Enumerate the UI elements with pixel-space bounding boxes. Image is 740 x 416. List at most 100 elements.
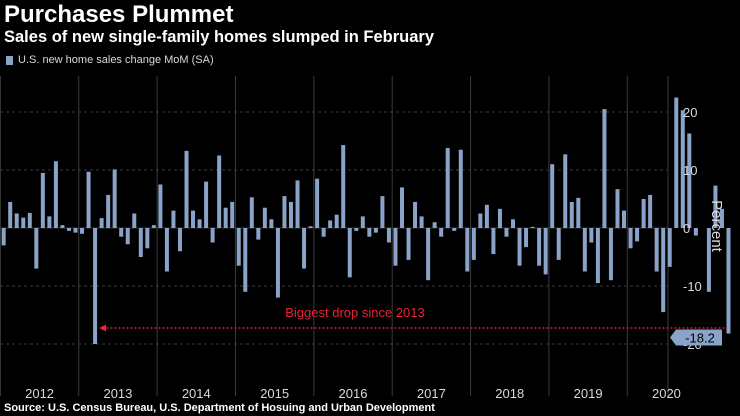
bar [177, 228, 182, 252]
bar [334, 214, 339, 228]
y-axis-title: Percent [708, 200, 725, 253]
bar [191, 210, 196, 228]
bar [504, 228, 509, 237]
bar [452, 228, 457, 231]
bar [171, 210, 176, 228]
bar [8, 201, 13, 228]
annotation-text: Biggest drop since 2013 [285, 305, 424, 320]
legend: U.S. new home sales change MoM (SA) [6, 54, 214, 66]
bar [125, 228, 130, 245]
bar [608, 228, 613, 281]
bar [628, 228, 633, 249]
axes: -20-100102020122013201420152016201720182… [25, 105, 702, 401]
value-callout-box [670, 329, 722, 346]
bar [66, 228, 71, 231]
bar [413, 201, 418, 228]
bar [288, 201, 293, 228]
bar [537, 228, 542, 266]
bar [563, 154, 568, 228]
bar [210, 228, 215, 243]
bar [315, 178, 320, 228]
bar [419, 216, 424, 228]
chart-subtitle: Sales of new single-family homes slumped… [4, 28, 435, 46]
bar [445, 147, 450, 228]
legend-label: U.S. new home sales change MoM (SA) [18, 54, 214, 66]
y-tick-label: 20 [683, 105, 697, 120]
x-tick-label: 2018 [495, 386, 524, 401]
bar [530, 226, 535, 228]
bar [667, 228, 672, 267]
bar [386, 228, 391, 243]
bar [151, 225, 156, 228]
bar [406, 228, 411, 260]
bar [269, 219, 274, 228]
y-tick-label: 10 [683, 163, 697, 178]
bar [217, 155, 222, 228]
x-tick-label: 2016 [339, 386, 368, 401]
bar [458, 149, 463, 228]
bar [119, 228, 124, 237]
bar [674, 97, 679, 228]
bar [615, 189, 620, 228]
bar [60, 225, 65, 228]
source-note: Source: U.S. Census Bureau, U.S. Departm… [4, 402, 435, 414]
x-tick-label: 2013 [103, 386, 132, 401]
bar [491, 228, 496, 255]
bar [145, 228, 150, 249]
gridlines [0, 76, 669, 396]
bar [80, 228, 85, 234]
bar [40, 172, 45, 228]
bar [73, 228, 78, 233]
bar [524, 228, 529, 248]
y-tick-label: 0 [683, 221, 690, 236]
x-tick-label: 2019 [574, 386, 603, 401]
bar [282, 196, 287, 228]
bar [726, 228, 731, 334]
bar [106, 194, 111, 228]
bar [648, 194, 653, 228]
bar [204, 181, 209, 228]
bar [112, 169, 117, 228]
bar [236, 228, 241, 266]
bar [497, 208, 502, 228]
bar [569, 201, 574, 228]
bar [256, 228, 261, 240]
bar [308, 226, 313, 228]
bar [367, 228, 372, 237]
value-callout: -18.2 [670, 329, 722, 346]
bar [426, 228, 431, 281]
bar [230, 201, 235, 228]
bar [34, 228, 39, 269]
bar [1, 228, 6, 246]
bar [432, 222, 437, 228]
bar [393, 228, 398, 266]
bar [556, 228, 561, 260]
bar [158, 184, 163, 228]
bar [543, 228, 548, 275]
y-tick-label: -10 [683, 279, 702, 294]
x-tick-label: 2017 [417, 386, 446, 401]
bar [99, 218, 104, 228]
bar [347, 228, 352, 278]
bar [582, 228, 587, 272]
bar [302, 228, 307, 269]
bar [595, 228, 600, 284]
bar [249, 197, 254, 228]
bar [399, 187, 404, 228]
bar [713, 185, 718, 228]
bar [53, 161, 58, 228]
bars [1, 97, 731, 344]
bar [517, 228, 522, 266]
bar [654, 228, 659, 272]
bar [380, 196, 385, 228]
chart-title: Purchases Plummet [4, 1, 234, 28]
bar [693, 228, 698, 236]
bar [550, 164, 555, 228]
bar [14, 213, 19, 228]
bar [47, 216, 52, 228]
bar [478, 213, 483, 228]
x-tick-label: 2015 [260, 386, 289, 401]
annotation: Biggest drop since 2013 [99, 305, 725, 332]
bar [197, 219, 202, 228]
